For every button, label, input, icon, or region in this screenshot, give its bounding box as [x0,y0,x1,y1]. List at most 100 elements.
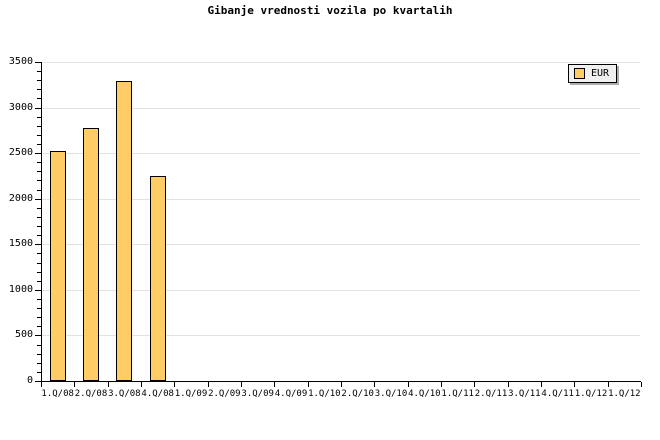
y-tick-minor [37,162,41,163]
legend-label-eur: EUR [591,68,610,79]
y-tick-label: 3500 [8,56,33,67]
y-tick-minor [37,372,41,373]
y-tick-minor [37,308,41,309]
x-tick [241,382,242,387]
y-tick-minor [37,208,41,209]
y-tick-major [35,62,41,63]
x-tick [308,382,309,387]
y-tick-minor [37,190,41,191]
gridline [42,244,640,245]
x-tick-label: 2.Q/11 [474,389,508,399]
gridline [42,153,640,154]
x-tick [441,382,442,387]
x-tick [41,382,42,387]
y-tick-minor [37,281,41,282]
x-tick-label: 1.Q/12 [608,389,641,399]
y-tick-minor [37,226,41,227]
y-tick-label: 2500 [8,147,33,158]
y-tick-minor [37,253,41,254]
x-tick-label: 3.Q/11 [508,389,541,399]
y-axis-line [41,62,42,382]
y-tick-minor [37,126,41,127]
y-tick-major [35,199,41,200]
y-tick-major [35,108,41,109]
gridline [42,290,640,291]
x-tick-label: 3.Q/08 [108,389,141,399]
y-tick-label: 1500 [8,238,33,249]
bar[interactable] [150,176,166,381]
y-tick-minor [37,171,41,172]
y-tick-minor [37,345,41,346]
x-tick [341,382,342,387]
x-tick-label: 2.Q/10 [341,389,374,399]
y-tick-label: 1000 [8,284,33,295]
x-tick [508,382,509,387]
y-axis-labels: 0 500 1000 1500 2000 2500 3000 3500 [0,0,33,440]
y-tick-minor [37,299,41,300]
x-tick [608,382,609,387]
x-tick-label: 3.Q/09 [241,389,274,399]
x-tick-label: 1.Q/10 [308,389,341,399]
chart-legend[interactable]: EUR [568,64,618,83]
y-tick-label: 500 [14,329,33,340]
y-tick-label: 2000 [8,193,33,204]
y-tick-major [35,335,41,336]
gridline [42,62,640,63]
y-tick-minor [37,180,41,181]
chart-title: Gibanje vrednosti vozila po kvartalih [207,4,453,17]
y-tick-major [35,381,41,382]
x-tick-label: 3.Q/10 [374,389,408,399]
x-tick [574,382,575,387]
x-tick-label: 2.Q/09 [208,389,241,399]
x-tick-label: 4.Q/11 [541,389,574,399]
y-tick-label: 3000 [8,102,33,113]
y-tick-minor [37,117,41,118]
legend-swatch-eur [574,68,585,79]
y-tick-minor [37,363,41,364]
y-tick-minor [37,89,41,90]
y-tick-minor [37,80,41,81]
x-tick [541,382,542,387]
bar[interactable] [116,81,132,381]
bar[interactable] [50,151,66,381]
x-tick [208,382,209,387]
x-tick-label: 1.Q/12 [574,389,608,399]
gridline [42,199,640,200]
y-tick-minor [37,235,41,236]
y-tick-label: 0 [26,375,33,386]
y-tick-major [35,244,41,245]
y-tick-minor [37,217,41,218]
y-tick-major [35,290,41,291]
x-tick-label: 1.Q/08 [41,389,74,399]
x-tick [274,382,275,387]
bar[interactable] [83,128,99,381]
x-tick [641,382,642,387]
y-tick-minor [37,144,41,145]
x-tick-label: 4.Q/08 [141,389,174,399]
x-tick-label: 4.Q/09 [274,389,308,399]
x-tick-label: 2.Q/08 [74,389,108,399]
x-tick [108,382,109,387]
x-tick [374,382,375,387]
x-tick [408,382,409,387]
y-tick-minor [37,135,41,136]
y-tick-minor [37,263,41,264]
x-tick [74,382,75,387]
y-tick-minor [37,317,41,318]
y-tick-minor [37,326,41,327]
x-tick [141,382,142,387]
x-tick-label: 1.Q/11 [441,389,474,399]
y-tick-minor [37,98,41,99]
y-tick-minor [37,354,41,355]
x-tick [474,382,475,387]
x-tick-label: 1.Q/09 [174,389,208,399]
gridline [42,108,640,109]
y-tick-major [35,153,41,154]
x-tick [174,382,175,387]
y-tick-minor [37,71,41,72]
y-tick-minor [37,272,41,273]
x-tick-label: 4.Q/10 [408,389,441,399]
x-axis-line [41,381,641,382]
gridline [42,335,640,336]
